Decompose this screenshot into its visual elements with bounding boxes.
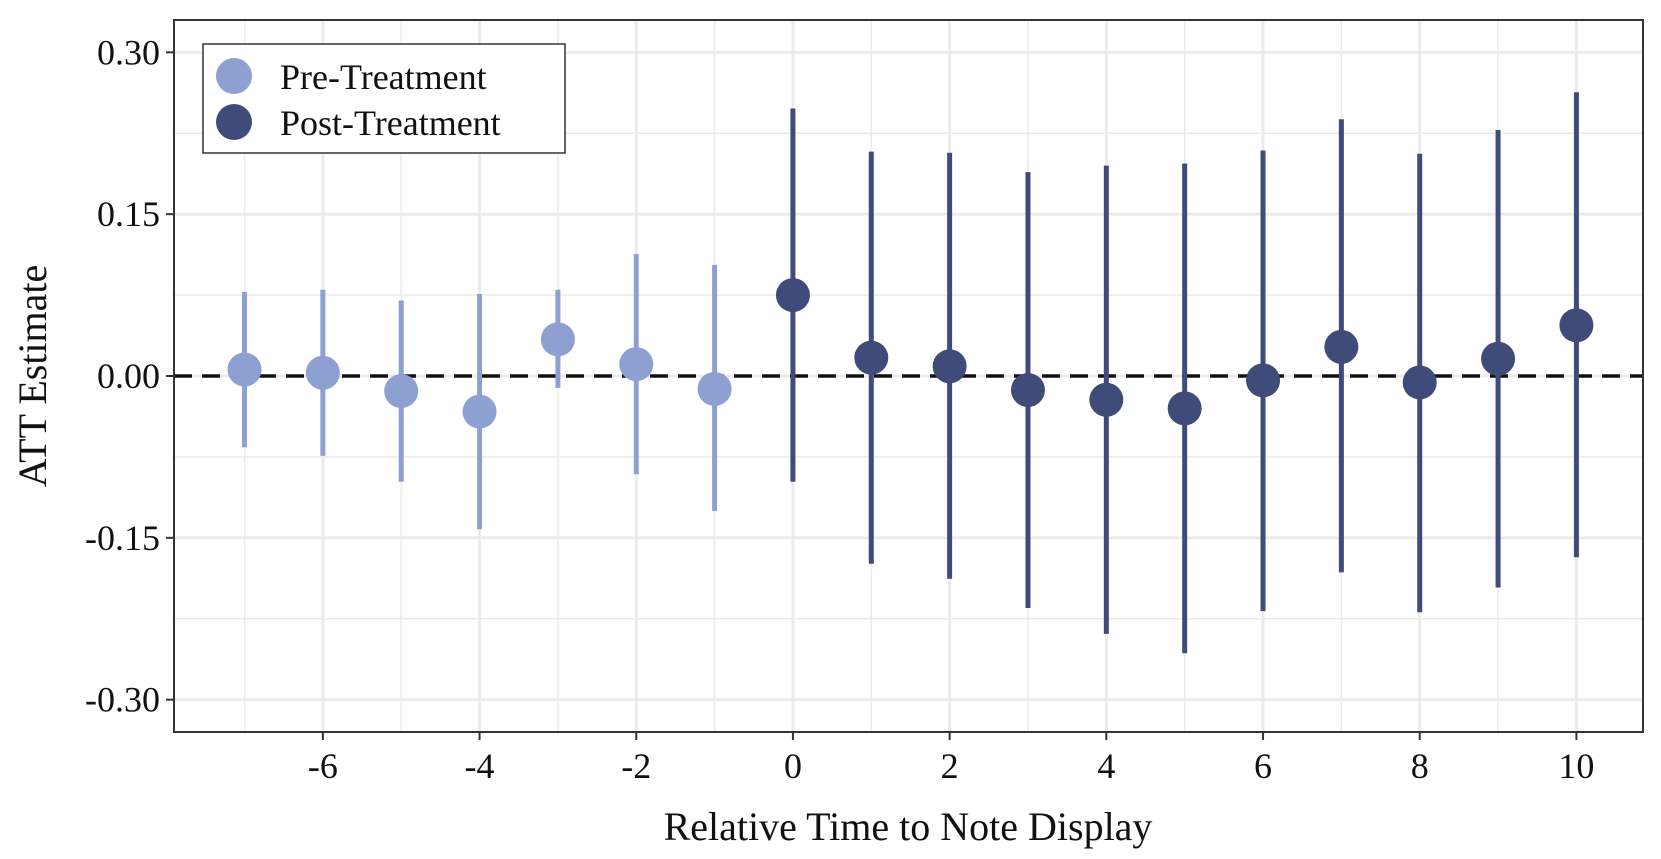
axis-layer: -6 -4 -2 0 2 4 6 8 10 0.30 0.15 0.00 -0.15 -0.30 — [85, 32, 1594, 786]
point-pre — [384, 374, 419, 409]
y-tick-label: 0.00 — [97, 356, 160, 396]
x-axis-title: Relative Time to Note Display — [664, 804, 1153, 849]
point-pre — [540, 322, 575, 357]
x-tick-label: 0 — [784, 746, 802, 786]
legend-key-post-treatment — [216, 104, 252, 140]
point-post — [1402, 365, 1437, 400]
point-post — [1324, 329, 1359, 364]
point-post — [932, 349, 967, 384]
y-tick-label: 0.30 — [97, 32, 160, 72]
x-tick-label: -6 — [308, 746, 338, 786]
x-tick-label: 2 — [941, 746, 959, 786]
x-tick-label: -4 — [465, 746, 495, 786]
legend-key-pre-treatment — [216, 58, 252, 94]
point-pre — [227, 352, 262, 387]
point-pre — [697, 371, 732, 406]
point-post — [1246, 363, 1281, 398]
y-tick-label: -0.15 — [85, 518, 160, 558]
y-tick-label: 0.15 — [97, 194, 160, 234]
point-pre — [462, 394, 497, 429]
y-tick-label: -0.30 — [85, 680, 160, 720]
legend: Pre-Treatment Post-Treatment — [202, 43, 566, 154]
point-post — [1167, 391, 1202, 426]
x-tick-label: 8 — [1411, 746, 1429, 786]
x-tick-label: -2 — [621, 746, 651, 786]
y-axis-title: ATT Estimate — [10, 265, 55, 488]
x-tick-label: 6 — [1254, 746, 1272, 786]
data-layer — [227, 92, 1594, 654]
point-post — [1010, 373, 1045, 408]
point-post — [1481, 341, 1516, 376]
point-post — [854, 340, 889, 375]
point-post — [775, 278, 810, 313]
point-post — [1559, 308, 1594, 343]
legend-label-pre-treatment: Pre-Treatment — [280, 57, 487, 97]
x-tick-label: 4 — [1097, 746, 1115, 786]
point-pre — [619, 347, 654, 382]
legend-box — [202, 43, 566, 154]
point-post — [1089, 382, 1124, 417]
point-pre — [305, 355, 340, 390]
legend-label-post-treatment: Post-Treatment — [280, 103, 501, 143]
x-tick-label: 10 — [1558, 746, 1594, 786]
